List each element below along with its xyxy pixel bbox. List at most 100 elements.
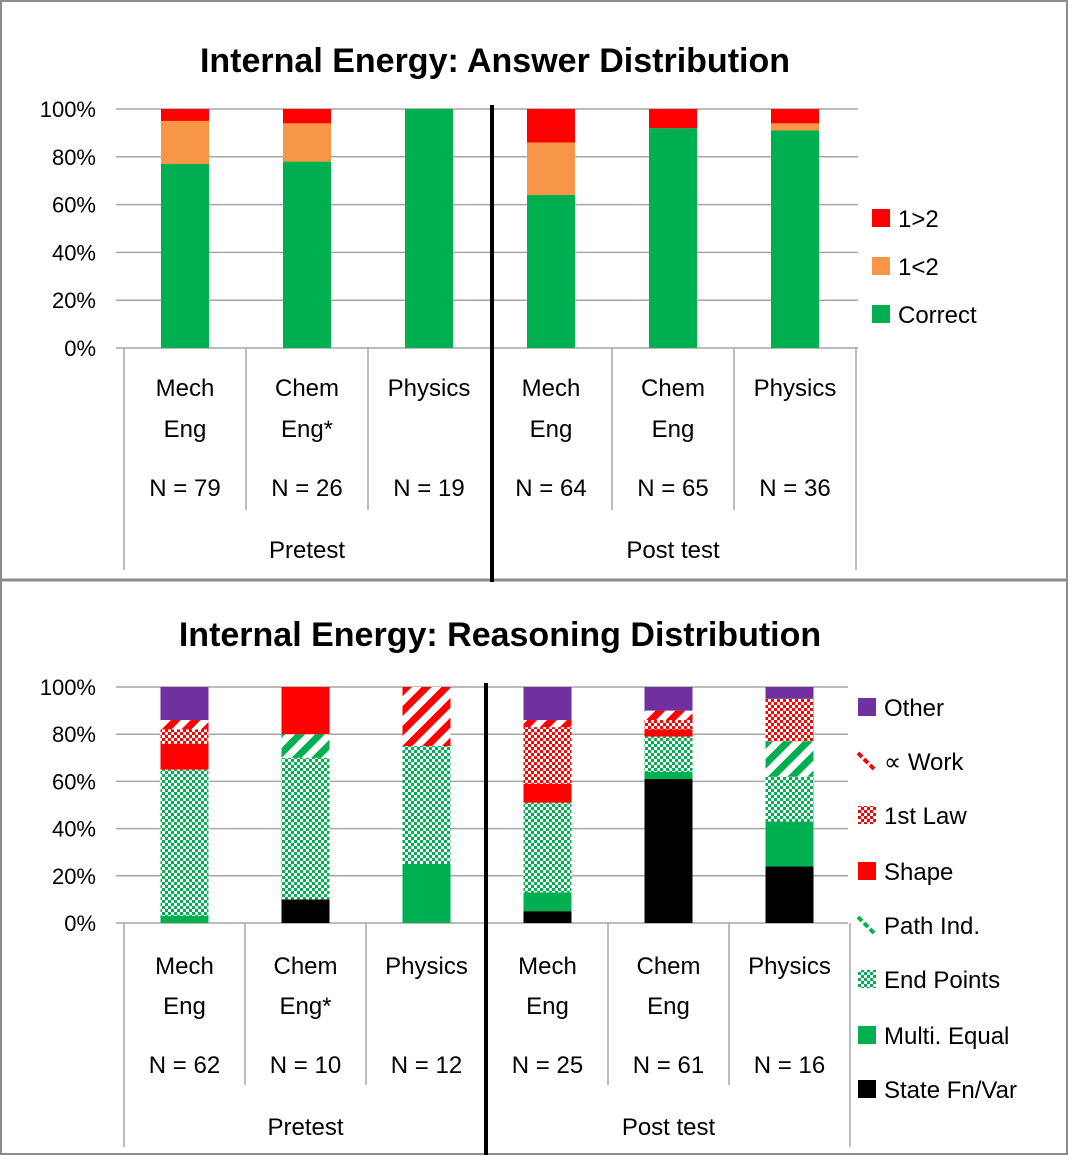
category-label: Eng* [281,416,333,443]
bar-end-points [765,776,814,822]
y-tick-label: 60% [52,193,96,218]
legend-swatch [872,209,890,227]
legend-item-correct: Correct [872,302,977,329]
bar-1-2 [771,123,819,131]
bar-correct [283,161,331,348]
bar-shape [523,783,572,803]
legend-item-shape: Shape [858,859,953,886]
legend-item-1-2: 1<2 [872,254,939,281]
bar-multi-equal [160,915,209,923]
bar-work [523,720,572,728]
bar-1st-law [765,698,814,742]
category-label: Eng [526,993,569,1020]
legend-label: 1>2 [898,206,939,233]
bar-1-2 [161,109,209,121]
sample-size-label: N = 26 [271,475,342,502]
category-label: Mech [155,953,214,980]
legend-item-state-fn-var: State Fn/Var [858,1077,1017,1104]
bar-state-fn-var [765,866,814,923]
bar-1-2 [649,109,697,129]
legend-swatch [872,305,890,323]
legend-swatch [872,257,890,275]
bar-other [160,687,209,721]
bar-other [523,687,572,721]
legend-label: Other [884,695,944,722]
group-label: Pretest [269,537,345,564]
bar-multi-equal [644,771,693,780]
bar-1-2 [771,109,819,124]
bar-end-points [523,802,572,893]
legend-label: 1st Law [884,803,967,830]
bar-end-points [281,757,330,900]
bar-work [644,710,693,721]
legend-swatch [856,915,876,935]
y-tick-label: 20% [52,864,96,889]
bar-1st-law [523,727,572,784]
bar-correct [771,130,819,348]
category-label: Eng [163,993,206,1020]
bar-shape [644,729,693,737]
y-tick-label: 80% [52,145,96,170]
category-label: Physics [388,375,471,402]
y-tick-label: 100% [40,97,96,122]
category-label: Physics [385,953,468,980]
bar-shape [281,687,330,735]
sample-size-label: N = 12 [391,1052,462,1079]
bar-other [765,687,814,699]
sample-size-label: N = 36 [759,475,830,502]
reasoning-distribution-chart: Internal Energy: Reasoning Distribution … [40,616,1017,1155]
bar-shape [160,743,209,770]
answer-distribution-chart: Internal Energy: Answer Distribution 0% 2… [40,42,977,582]
sample-size-label: N = 64 [515,475,586,502]
chart-title: Internal Energy: Answer Distribution [200,42,790,80]
legend-label: State Fn/Var [884,1077,1017,1104]
legend-label: Shape [884,859,953,886]
bar-1-2 [283,109,331,124]
category-label: Chem [273,953,337,980]
category-label: Chem [641,375,705,402]
bar-end-points [644,736,693,772]
group-label: Post test [626,537,720,564]
bar-correct [161,163,209,348]
y-tick-label: 60% [52,769,96,794]
legend-label: End Points [884,967,1000,994]
bar-state-fn-var [644,779,693,923]
sample-size-label: N = 19 [393,475,464,502]
sample-size-label: N = 61 [633,1052,704,1079]
legend-swatch [858,1080,876,1098]
bar-state-fn-var [281,899,330,923]
bar-multi-equal [765,821,814,867]
category-label: Physics [748,953,831,980]
bar-1-2 [527,142,575,196]
category-label: Physics [754,375,837,402]
category-label: Eng* [279,993,331,1020]
category-label: Chem [636,953,700,980]
sample-size-label: N = 25 [512,1052,583,1079]
category-label: Eng [647,993,690,1020]
bar-1st-law [160,729,209,744]
legend-item-1st-law: 1st Law [858,803,967,830]
legend-item-1-2: 1>2 [872,206,939,233]
legend-label: Path Ind. [884,913,980,940]
category-label: Eng [530,416,573,443]
legend-item-multi-equal: Multi. Equal [858,1023,1009,1050]
bar-1-2 [283,123,331,162]
legend-label: Correct [898,302,977,329]
bar-other [644,687,693,711]
bar-state-fn-var [523,911,572,923]
sample-size-label: N = 16 [754,1052,825,1079]
y-tick-label: 80% [52,722,96,747]
bar-end-points [160,769,209,916]
category-label: Mech [156,375,215,402]
sample-size-label: N = 79 [149,475,220,502]
category-label: Mech [522,375,581,402]
legend-item-work: ∝ Work [856,749,964,776]
y-tick-label: 20% [52,288,96,313]
legend-label: Multi. Equal [884,1023,1009,1050]
legend-swatch [858,1026,876,1044]
category-label: Mech [518,953,577,980]
bar-path-ind [281,734,330,758]
category-label: Eng [164,416,207,443]
legend-item-other: Other [858,695,944,722]
bar-correct [527,195,575,348]
